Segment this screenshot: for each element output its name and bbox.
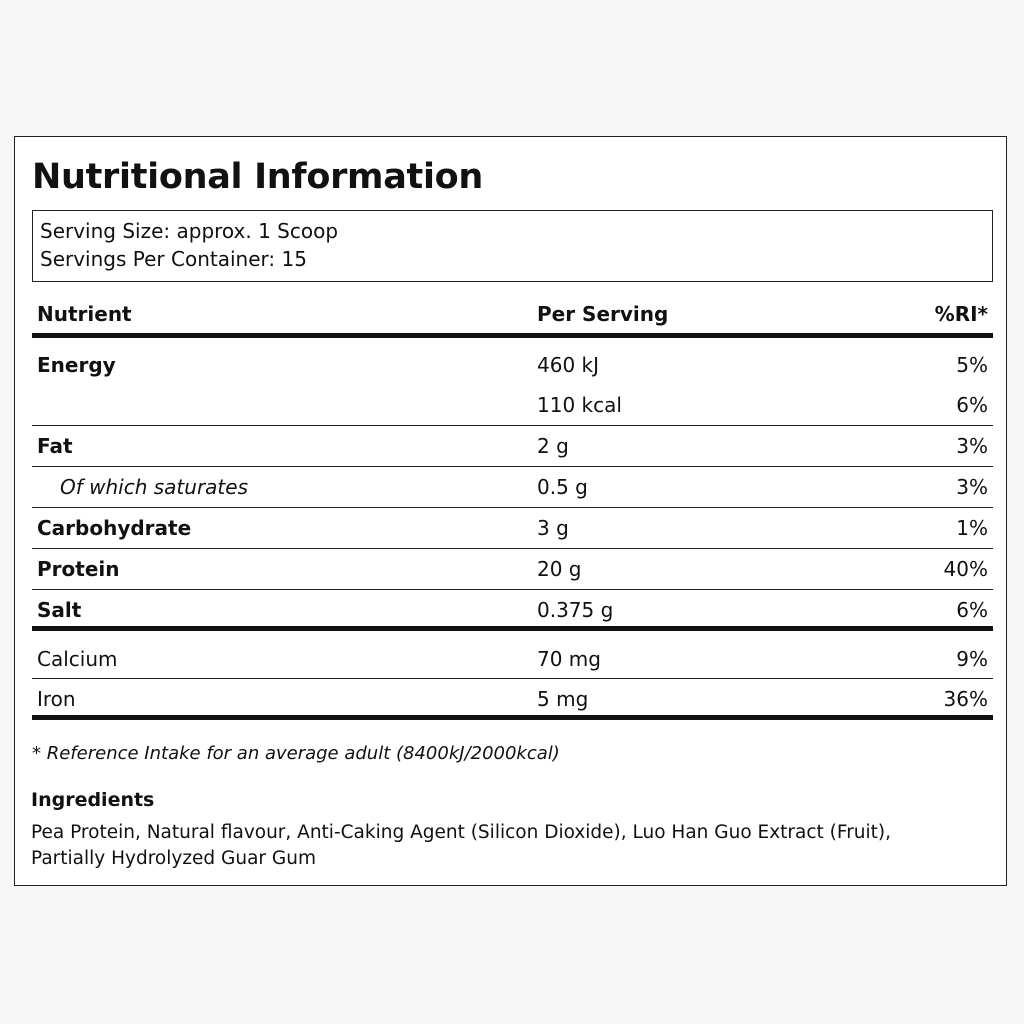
nutrient-value: 20 g <box>537 557 582 581</box>
table-row-protein: Protein 20 g 40% <box>32 549 993 590</box>
nutrient-name: Iron <box>37 687 76 711</box>
nutrient-value: 2 g <box>537 434 569 458</box>
ingredients-title: Ingredients <box>31 789 155 811</box>
nutrient-ri: 6% <box>956 598 988 622</box>
nutrient-ri: 3% <box>956 475 988 499</box>
nutrient-value: 0.5 g <box>537 475 588 499</box>
nutrient-ri: 3% <box>956 434 988 458</box>
nutrient-name: Energy <box>37 353 116 377</box>
servings-per-container: Servings Per Container: 15 <box>40 247 307 271</box>
table-row-energy: Energy 460 kJ 5% 110 kcal 6% <box>32 338 993 426</box>
table-row-saturates: Of which saturates 0.5 g 3% <box>32 467 993 508</box>
nutrient-name: Calcium <box>37 647 118 671</box>
serving-info-box: Serving Size: approx. 1 Scoop Servings P… <box>32 210 993 282</box>
nutrient-ri: 6% <box>956 393 988 417</box>
table-row-fat: Fat 2 g 3% <box>32 426 993 467</box>
nutrient-name: Fat <box>37 434 73 458</box>
header-ri: %RI* <box>934 302 988 326</box>
table-row-iron: Iron 5 mg 36% <box>32 679 993 720</box>
nutrient-name: Protein <box>37 557 120 581</box>
nutrient-value: 3 g <box>537 516 569 540</box>
nutrient-name: Salt <box>37 598 82 622</box>
nutrient-ri: 40% <box>943 557 988 581</box>
nutrient-value: 70 mg <box>537 647 601 671</box>
nutrient-ri: 1% <box>956 516 988 540</box>
table-header: Nutrient Per Serving %RI* <box>32 292 993 338</box>
nutrient-value: 460 kJ <box>537 353 600 377</box>
panel-title: Nutritional Information <box>32 157 484 197</box>
nutrition-panel: Nutritional Information Serving Size: ap… <box>14 136 1007 886</box>
nutrient-value: 5 mg <box>537 687 589 711</box>
ingredients-text: Pea Protein, Natural flavour, Anti-Cakin… <box>31 822 892 869</box>
nutrient-ri: 36% <box>943 687 988 711</box>
nutrient-ri: 9% <box>956 647 988 671</box>
table-row-carbohydrate: Carbohydrate 3 g 1% <box>32 508 993 549</box>
reference-intake-footnote: * Reference Intake for an average adult … <box>32 743 560 764</box>
nutrition-table: Nutrient Per Serving %RI* Energy 460 kJ … <box>32 292 993 720</box>
nutrient-value: 110 kcal <box>537 393 622 417</box>
header-per-serving: Per Serving <box>537 302 669 326</box>
nutrient-name: Carbohydrate <box>37 516 192 540</box>
nutrient-ri: 5% <box>956 353 988 377</box>
nutrient-value: 0.375 g <box>537 598 614 622</box>
table-row-salt: Salt 0.375 g 6% <box>32 590 993 631</box>
nutrient-name: Of which saturates <box>60 475 248 499</box>
table-row-calcium: Calcium 70 mg 9% <box>32 631 993 679</box>
serving-size: Serving Size: approx. 1 Scoop <box>40 219 339 243</box>
header-nutrient: Nutrient <box>37 302 132 326</box>
